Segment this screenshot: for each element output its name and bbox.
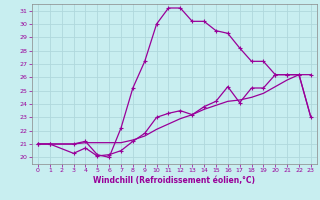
X-axis label: Windchill (Refroidissement éolien,°C): Windchill (Refroidissement éolien,°C) <box>93 176 255 185</box>
